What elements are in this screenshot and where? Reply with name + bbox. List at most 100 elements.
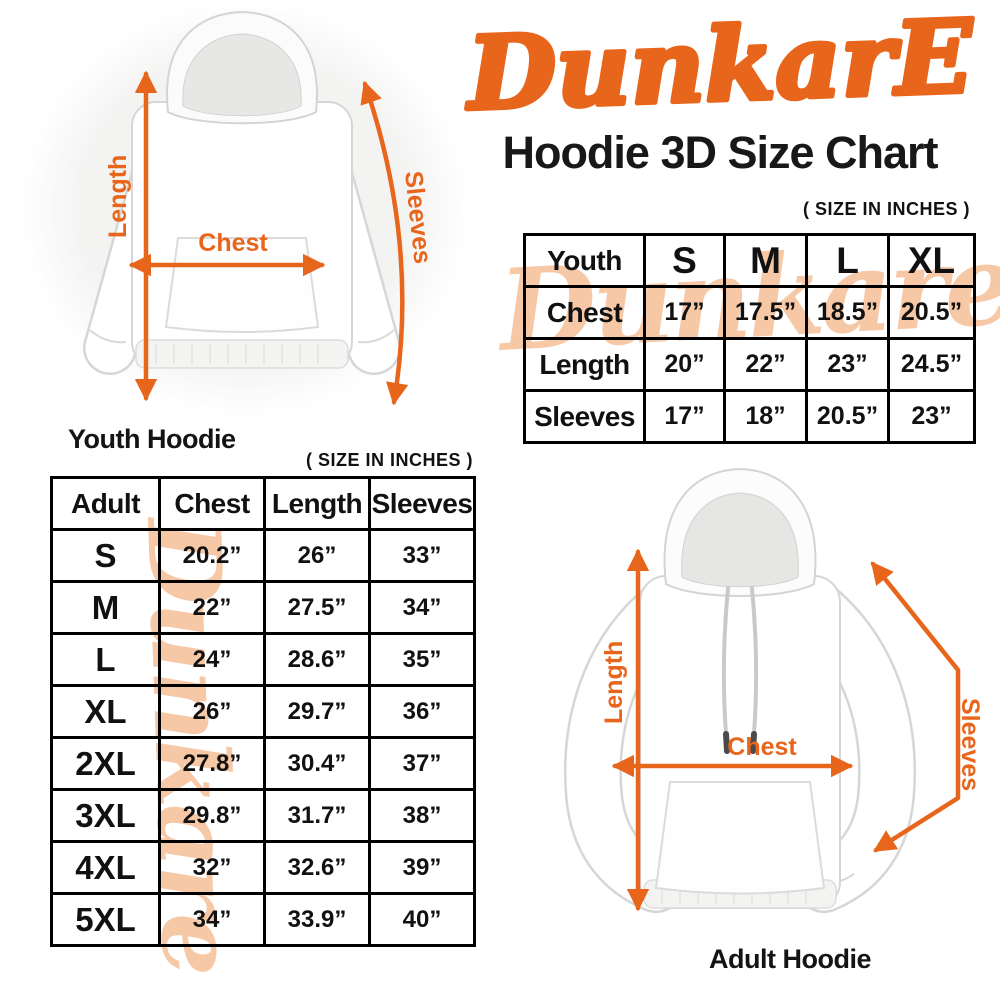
adult-size-note: ( SIZE IN INCHES ): [305, 450, 473, 470]
kangaroo-pocket: [654, 781, 826, 895]
youth-figure-caption: Youth Hoodie: [68, 424, 236, 454]
drawstring-aglet: [723, 731, 730, 754]
adult-size-row: M 22” 27.5” 34”: [50, 580, 476, 635]
adult-size-row: 2XL 27.8” 30.4” 37”: [50, 736, 476, 791]
size-value-cell: 20.5”: [805, 389, 890, 444]
adult-size-row: 4XL 32” 32.6” 39”: [50, 840, 476, 895]
column-header-sleeves: Sleeves: [368, 476, 476, 531]
size-value-cell: 36”: [368, 684, 476, 739]
size-value-cell: 24.5”: [887, 337, 976, 392]
size-value-cell: 30.4”: [263, 736, 371, 791]
adult-length-arrow-label: Length: [600, 641, 628, 724]
row-header-5xl: 5XL: [50, 892, 161, 947]
adult-chest-arrow-label: Chest: [727, 733, 797, 761]
hood-opening: [681, 492, 799, 588]
row-header-s: S: [50, 528, 161, 583]
size-value-cell: 22”: [723, 337, 808, 392]
row-header-4xl: 4XL: [50, 840, 161, 895]
youth-sleeves-arrow: [360, 80, 409, 406]
size-value-cell: 18”: [723, 389, 808, 444]
youth-length-row: Length 20” 22” 23” 24.5”: [523, 337, 976, 392]
adult-size-row: 5XL 34” 33.9” 40”: [50, 892, 476, 947]
size-value-cell: 20”: [643, 337, 726, 392]
row-header-l: L: [50, 632, 161, 687]
youth-table-corner-header: Youth: [523, 233, 646, 288]
size-value-cell: 26”: [263, 528, 371, 583]
youth-hoodie-illustration: Length Chest Sleeves: [83, 10, 437, 406]
size-value-cell: 33”: [368, 528, 476, 583]
size-value-cell: 38”: [368, 788, 476, 843]
brand-logo-text: DunkarE: [463, 2, 977, 130]
size-value-cell: 31.7”: [263, 788, 371, 843]
drawstring-left: [721, 586, 730, 736]
drawstring-aglet: [750, 731, 757, 754]
adult-size-row: S 20.2” 26” 33”: [50, 528, 476, 583]
adult-table-corner-header: Adult: [50, 476, 161, 531]
adult-measure-arrows: Length Chest Sleeves: [600, 548, 984, 912]
column-header-chest: Chest: [158, 476, 266, 531]
size-value-cell: 37”: [368, 736, 476, 791]
column-header-s: S: [643, 233, 726, 288]
youth-size-table: Youth S M L XL Chest 17” 17.5” 18.5” 20.…: [523, 233, 976, 444]
size-value-cell: 34”: [158, 892, 266, 947]
size-value-cell: 40”: [368, 892, 476, 947]
size-value-cell: 27.8”: [158, 736, 266, 791]
size-value-cell: 29.7”: [263, 684, 371, 739]
adult-sleeves-arrow: [870, 561, 961, 853]
size-value-cell: 23”: [887, 389, 976, 444]
youth-sleeves-arrow-label: Sleeves: [399, 170, 437, 266]
size-value-cell: 27.5”: [263, 580, 371, 635]
hem-band: [135, 339, 349, 369]
adult-figure-caption: Adult Hoodie: [709, 944, 871, 974]
size-value-cell: 35”: [368, 632, 476, 687]
row-header-2xl: 2XL: [50, 736, 161, 791]
size-value-cell: 17”: [643, 389, 726, 444]
youth-chest-row: Chest 17” 17.5” 18.5” 20.5”: [523, 285, 976, 340]
size-value-cell: 39”: [368, 840, 476, 895]
size-value-cell: 17”: [643, 285, 726, 340]
adult-hoodie-figure: Length Chest Sleeves: [490, 458, 1000, 946]
adult-table-header-row: Adult Chest Length Sleeves: [50, 476, 476, 531]
youth-sleeves-row: Sleeves 17” 18” 20.5” 23”: [523, 389, 976, 444]
size-value-cell: 29.8”: [158, 788, 266, 843]
size-value-cell: 24”: [158, 632, 266, 687]
adult-size-row: L 24” 28.6” 35”: [50, 632, 476, 687]
column-header-m: M: [723, 233, 808, 288]
size-value-cell: 20.5”: [887, 285, 976, 340]
adult-sleeves-arrow-label: Sleeves: [956, 698, 984, 791]
size-value-cell: 20.2”: [158, 528, 266, 583]
drawstring-right: [750, 586, 759, 736]
adult-size-row: XL 26” 29.7” 36”: [50, 684, 476, 739]
row-header-sleeves: Sleeves: [523, 389, 646, 444]
size-value-cell: 34”: [368, 580, 476, 635]
size-value-cell: 32”: [158, 840, 266, 895]
adult-size-table: Adult Chest Length Sleeves S 20.2” 26” 3…: [50, 476, 476, 947]
column-header-length: Length: [263, 476, 371, 531]
row-header-m: M: [50, 580, 161, 635]
youth-hoodie-drawing: [83, 10, 401, 375]
hood-opening: [182, 33, 302, 117]
size-value-cell: 33.9”: [263, 892, 371, 947]
brand-logo: DunkarE: [450, 0, 990, 135]
size-value-cell: 28.6”: [263, 632, 371, 687]
adult-size-row: 3XL 29.8” 31.7” 38”: [50, 788, 476, 843]
page-title: Hoodie 3D Size Chart: [502, 127, 938, 178]
adult-hoodie-illustration: Length Chest Sleeves: [564, 467, 984, 913]
youth-length-arrow-label: Length: [104, 155, 132, 238]
column-header-xl: XL: [887, 233, 976, 288]
row-header-length: Length: [523, 337, 646, 392]
size-value-cell: 17.5”: [723, 285, 808, 340]
youth-chest-arrow-label: Chest: [198, 229, 268, 257]
youth-size-note: ( SIZE IN INCHES ): [802, 199, 970, 219]
row-header-chest: Chest: [523, 285, 646, 340]
youth-table-header-row: Youth S M L XL: [523, 233, 976, 288]
size-value-cell: 26”: [158, 684, 266, 739]
size-value-cell: 18.5”: [805, 285, 890, 340]
size-value-cell: 32.6”: [263, 840, 371, 895]
youth-hoodie-figure: Length Chest Sleeves: [20, 0, 470, 418]
row-header-3xl: 3XL: [50, 788, 161, 843]
row-header-xl: XL: [50, 684, 161, 739]
size-value-cell: 22”: [158, 580, 266, 635]
column-header-l: L: [805, 233, 890, 288]
